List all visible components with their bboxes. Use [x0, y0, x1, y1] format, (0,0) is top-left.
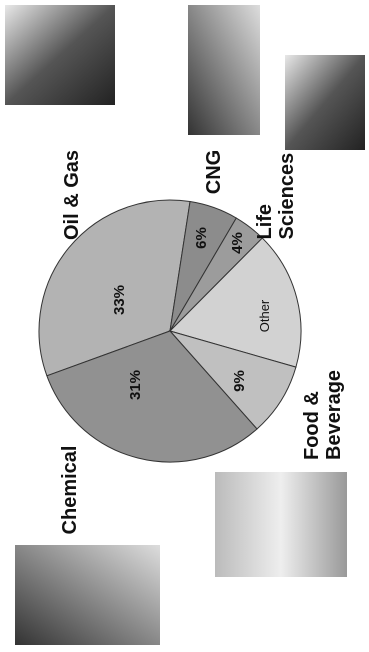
- photo: [15, 545, 160, 645]
- value-label: 31%: [126, 369, 144, 401]
- value-label: 33%: [110, 284, 128, 316]
- pie-slice: [38, 199, 191, 377]
- pie-slice: [46, 330, 258, 463]
- value-label: 4%: [228, 232, 246, 254]
- photo: [215, 472, 347, 577]
- category-label: Life Sciences: [254, 152, 298, 240]
- photo: [285, 55, 365, 150]
- category-label: CNG: [203, 149, 225, 195]
- category-label: Oil & Gas: [61, 149, 83, 241]
- pie-slice: [169, 237, 302, 368]
- value-label: 6%: [192, 227, 210, 249]
- photo: [188, 5, 260, 135]
- category-label: Other: [256, 299, 272, 333]
- photo: [5, 5, 115, 105]
- category-label: Chemical: [59, 445, 81, 535]
- category-label: Food & Beverage: [301, 369, 345, 460]
- value-label: 9%: [230, 370, 248, 392]
